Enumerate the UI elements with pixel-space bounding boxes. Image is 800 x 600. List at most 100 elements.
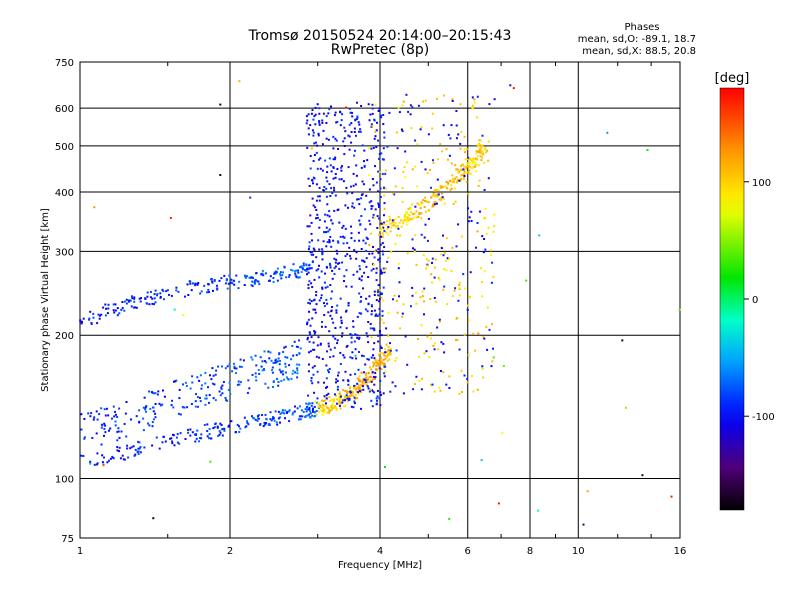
scatter-point (427, 201, 430, 204)
scatter-point (397, 227, 400, 230)
scatter-point (216, 284, 218, 287)
scatter-point (478, 139, 481, 142)
scatter-point (419, 296, 422, 299)
scatter-point (311, 109, 314, 111)
scatter-point (402, 303, 405, 306)
scatter-point (308, 245, 311, 248)
scatter-point (332, 177, 335, 180)
scatter-point (450, 270, 453, 273)
scatter-point (383, 246, 386, 249)
scatter-point (350, 285, 353, 288)
scatter-point (174, 380, 177, 383)
scatter-point (313, 278, 316, 281)
scatter-point (116, 449, 119, 452)
scatter-point (401, 187, 404, 190)
scatter-point (336, 168, 339, 170)
scatter-point (194, 284, 197, 287)
x-tick-label: 8 (527, 546, 533, 557)
scatter-point (340, 169, 343, 172)
scatter-point (373, 363, 376, 366)
scatter-point (355, 390, 358, 393)
scatter-point (492, 230, 495, 233)
scatter-point (158, 402, 161, 405)
scatter-point (171, 440, 174, 443)
scatter-point (323, 381, 325, 384)
scatter-point (372, 327, 374, 330)
scatter-point (183, 406, 186, 409)
scatter-point (320, 294, 323, 297)
scatter-point (332, 147, 335, 150)
scatter-point (374, 358, 377, 361)
scatter-point (191, 431, 194, 434)
scatter-point (123, 300, 126, 303)
scatter-point (537, 509, 540, 512)
scatter-point (281, 274, 284, 277)
scatter-point (389, 349, 392, 352)
scatter-point (670, 495, 673, 498)
scatter-point (338, 392, 341, 395)
scatter-point (308, 406, 311, 409)
scatter-point (490, 281, 493, 284)
scatter-point (272, 277, 275, 279)
scatter-point (103, 456, 105, 459)
scatter-point (382, 362, 385, 365)
scatter-point (487, 140, 490, 143)
scatter-point (374, 131, 377, 133)
scatter-point (363, 149, 366, 152)
scatter-point (368, 201, 371, 204)
scatter-point (397, 262, 400, 265)
scatter-point (129, 447, 132, 450)
scatter-point (427, 209, 430, 212)
scatter-point (431, 127, 434, 130)
scatter-point (218, 390, 221, 393)
scatter-point (328, 228, 331, 231)
scatter-point (484, 148, 487, 151)
scatter-point (250, 356, 253, 359)
scatter-point (376, 227, 379, 229)
scatter-point (253, 281, 256, 284)
scatter-point (101, 461, 104, 464)
scatter-point (358, 277, 361, 280)
scatter-point (144, 298, 147, 300)
scatter-point (621, 339, 624, 342)
scatter-point (343, 396, 346, 399)
scatter-point (149, 296, 152, 299)
scatter-point (356, 334, 359, 337)
scatter-point (221, 434, 224, 437)
scatter-point (87, 412, 90, 415)
scatter-point (480, 267, 482, 270)
scatter-point (148, 424, 151, 427)
scatter-point (93, 463, 96, 466)
scatter-point (268, 279, 271, 282)
scatter-point (431, 194, 434, 197)
scatter-point (307, 127, 310, 130)
scatter-point (299, 418, 302, 421)
scatter-point (111, 455, 114, 458)
scatter-point (83, 436, 86, 439)
scatter-point (244, 275, 247, 278)
scatter-point (226, 287, 229, 290)
scatter-point (331, 222, 334, 225)
scatter-point (113, 311, 116, 314)
scatter-point (365, 265, 368, 268)
scatter-point (105, 407, 108, 410)
scatter-point (293, 410, 296, 413)
scatter-point (321, 253, 324, 256)
scatter-point (375, 129, 378, 132)
scatter-point (338, 221, 341, 224)
scatter-point (361, 379, 364, 382)
scatter-point (370, 304, 373, 307)
scatter-point (383, 207, 386, 210)
chart-subtitle: RwPretec (8p) (331, 42, 429, 58)
scatter-point (212, 427, 215, 430)
scatter-point (311, 197, 314, 200)
scatter-point (117, 430, 120, 433)
scatter-point (90, 412, 93, 415)
scatter-point (422, 199, 425, 201)
scatter-point (641, 474, 644, 477)
scatter-point (380, 272, 382, 275)
scatter-point (279, 272, 282, 275)
scatter-point (306, 268, 308, 271)
scatter-point (186, 406, 189, 409)
scatter-point (259, 356, 262, 359)
